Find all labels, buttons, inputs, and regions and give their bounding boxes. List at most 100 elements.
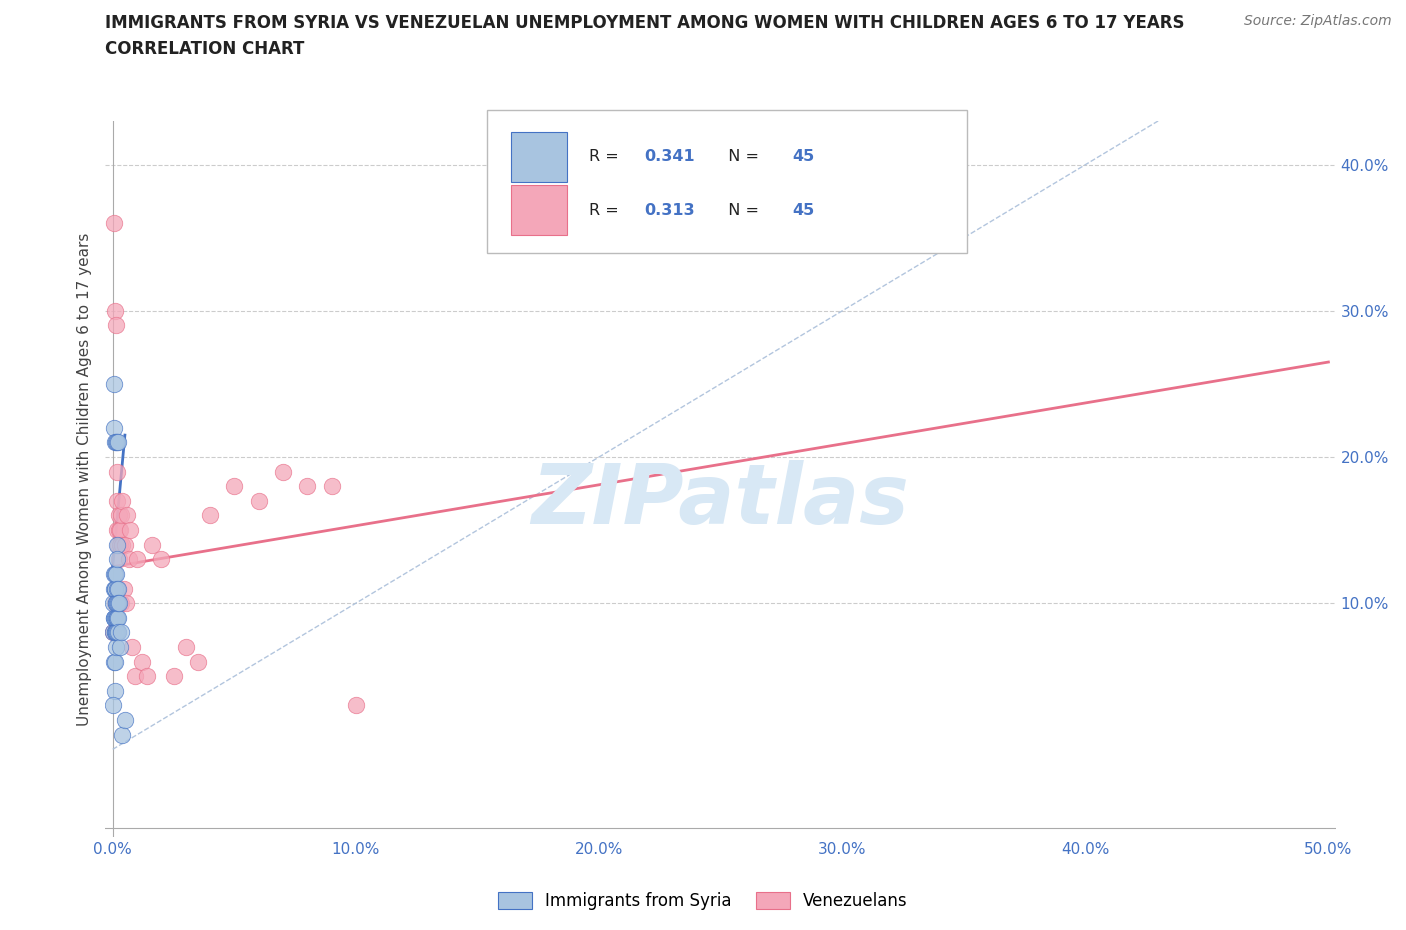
FancyBboxPatch shape bbox=[486, 110, 967, 253]
Text: IMMIGRANTS FROM SYRIA VS VENEZUELAN UNEMPLOYMENT AMONG WOMEN WITH CHILDREN AGES : IMMIGRANTS FROM SYRIA VS VENEZUELAN UNEM… bbox=[105, 14, 1185, 32]
Point bbox=[105, 625, 128, 640]
Point bbox=[103, 625, 125, 640]
Point bbox=[105, 625, 128, 640]
Point bbox=[105, 596, 128, 611]
Point bbox=[103, 377, 125, 392]
Point bbox=[104, 684, 127, 698]
Text: ZIPatlas: ZIPatlas bbox=[531, 460, 910, 541]
Point bbox=[103, 654, 125, 669]
Point bbox=[114, 712, 136, 727]
Point bbox=[103, 566, 125, 581]
Point bbox=[103, 420, 125, 435]
Point bbox=[105, 625, 128, 640]
Point bbox=[104, 566, 127, 581]
Point bbox=[104, 625, 127, 640]
Point bbox=[198, 508, 221, 523]
Point bbox=[105, 494, 128, 509]
Point bbox=[107, 435, 129, 450]
Point bbox=[118, 523, 141, 538]
Point bbox=[131, 654, 153, 669]
Point bbox=[107, 508, 129, 523]
Point bbox=[105, 435, 128, 450]
Point bbox=[114, 538, 136, 552]
Point bbox=[105, 610, 128, 625]
Text: CORRELATION CHART: CORRELATION CHART bbox=[105, 40, 305, 58]
Point bbox=[321, 479, 343, 494]
Text: N =: N = bbox=[718, 203, 765, 218]
Point bbox=[105, 581, 128, 596]
Point bbox=[103, 581, 125, 596]
Text: N =: N = bbox=[718, 149, 765, 165]
Text: 0.341: 0.341 bbox=[644, 149, 695, 165]
Text: 45: 45 bbox=[792, 203, 814, 218]
Point bbox=[103, 610, 125, 625]
Point bbox=[112, 581, 135, 596]
Point bbox=[111, 538, 134, 552]
Point bbox=[108, 596, 131, 611]
Point bbox=[105, 596, 128, 611]
Point bbox=[108, 523, 131, 538]
Point bbox=[247, 494, 270, 509]
Point bbox=[105, 551, 128, 566]
Point bbox=[125, 551, 148, 566]
Point bbox=[105, 523, 128, 538]
Point bbox=[104, 610, 127, 625]
Point bbox=[110, 508, 132, 523]
Point bbox=[104, 435, 127, 450]
Text: R =: R = bbox=[589, 203, 624, 218]
Point bbox=[105, 610, 128, 625]
Point bbox=[297, 479, 319, 494]
Point bbox=[108, 551, 131, 566]
Point bbox=[105, 538, 128, 552]
Point bbox=[107, 596, 129, 611]
Point bbox=[103, 216, 125, 231]
Point bbox=[107, 538, 129, 552]
Point bbox=[162, 669, 184, 684]
Point bbox=[124, 669, 146, 684]
Point bbox=[344, 698, 367, 713]
Point bbox=[104, 596, 127, 611]
Point bbox=[104, 581, 127, 596]
Point bbox=[104, 318, 127, 333]
Point bbox=[224, 479, 246, 494]
Point bbox=[111, 727, 134, 742]
Point bbox=[271, 464, 294, 479]
Point bbox=[104, 303, 127, 318]
Point bbox=[174, 640, 197, 655]
Point bbox=[103, 625, 125, 640]
Point bbox=[115, 596, 138, 611]
Text: 0.313: 0.313 bbox=[644, 203, 695, 218]
Text: R =: R = bbox=[589, 149, 624, 165]
Point bbox=[104, 581, 127, 596]
Point bbox=[135, 669, 157, 684]
Point bbox=[108, 523, 131, 538]
Y-axis label: Unemployment Among Women with Children Ages 6 to 17 years: Unemployment Among Women with Children A… bbox=[77, 232, 93, 725]
Point bbox=[121, 640, 143, 655]
Point bbox=[108, 538, 131, 552]
FancyBboxPatch shape bbox=[512, 132, 567, 181]
Point bbox=[105, 581, 128, 596]
Text: 45: 45 bbox=[792, 149, 814, 165]
Point bbox=[110, 625, 132, 640]
Point bbox=[107, 581, 129, 596]
Point bbox=[103, 596, 125, 611]
Point bbox=[105, 435, 128, 450]
Point bbox=[104, 596, 127, 611]
Point bbox=[111, 494, 134, 509]
FancyBboxPatch shape bbox=[512, 185, 567, 235]
Point bbox=[104, 640, 127, 655]
Point bbox=[105, 464, 128, 479]
Point bbox=[104, 625, 127, 640]
Point bbox=[104, 566, 127, 581]
Point bbox=[104, 581, 127, 596]
Text: Source: ZipAtlas.com: Source: ZipAtlas.com bbox=[1244, 14, 1392, 28]
Point bbox=[107, 625, 129, 640]
Point bbox=[104, 654, 127, 669]
Point bbox=[107, 610, 129, 625]
Point bbox=[150, 551, 173, 566]
Point bbox=[187, 654, 209, 669]
Point bbox=[108, 640, 131, 655]
Point bbox=[117, 551, 139, 566]
Point bbox=[105, 596, 128, 611]
Legend: Immigrants from Syria, Venezuelans: Immigrants from Syria, Venezuelans bbox=[492, 885, 914, 917]
